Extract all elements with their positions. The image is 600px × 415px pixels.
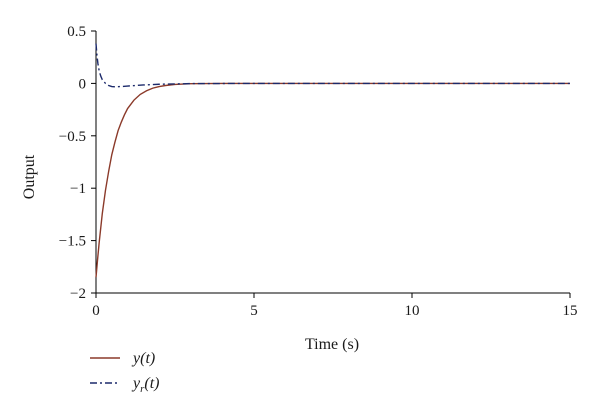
- legend-label: y(t): [131, 350, 155, 367]
- legend: y(t)yr(t): [90, 350, 160, 395]
- axes: 0 5 10 15 0.5 0 −0.5 −1 −1.5 −2: [59, 24, 578, 319]
- legend-label-suffix: (t): [140, 350, 155, 367]
- legend-label: yr(t): [131, 375, 160, 395]
- y-tick-label: −1.5: [59, 234, 86, 250]
- x-tick-label: 15: [563, 303, 578, 319]
- y-tick-label: 0.5: [67, 24, 86, 40]
- x-tick-label: 0: [92, 303, 100, 319]
- series-line-1: [95, 43, 570, 88]
- y-tick-label: −0.5: [59, 129, 86, 145]
- legend-label-suffix: (t): [144, 375, 159, 392]
- legend-label-main: y: [131, 375, 141, 392]
- legend-label-subscript: r: [140, 383, 145, 395]
- series-layer: [95, 43, 570, 278]
- series-line-0: [95, 82, 570, 278]
- legend-label-main: y: [131, 350, 141, 367]
- x-axis-title: Time (s): [305, 336, 359, 353]
- y-tick-label: −2: [70, 286, 86, 302]
- y-axis-title: Output: [21, 154, 38, 199]
- x-tick-label: 10: [405, 303, 420, 319]
- y-tick-label: −1: [70, 181, 86, 197]
- y-tick-label: 0: [79, 76, 87, 92]
- x-tick-label: 5: [250, 303, 258, 319]
